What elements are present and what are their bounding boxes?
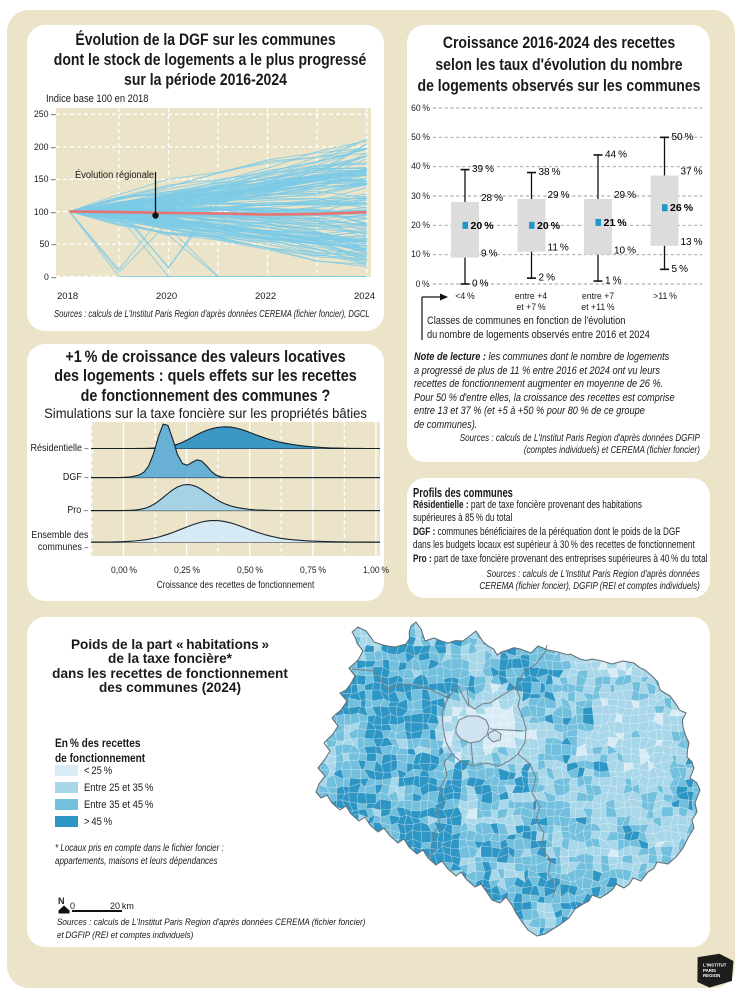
svg-text:39 %: 39 % [472, 164, 494, 175]
svg-text:5 %: 5 % [672, 264, 689, 275]
svg-text:44 %: 44 % [605, 149, 627, 160]
svg-text:REGION: REGION [703, 973, 720, 978]
svg-text:20 %: 20 % [471, 220, 495, 232]
svg-text:37 %: 37 % [681, 166, 703, 177]
svg-text:26 %: 26 % [670, 202, 694, 214]
svg-text:11 %: 11 % [548, 243, 569, 254]
svg-text:1 %: 1 % [605, 276, 622, 287]
svg-text:29 %: 29 % [548, 190, 570, 201]
svg-text:28 %: 28 % [481, 193, 503, 204]
svg-text:38 %: 38 % [539, 167, 561, 178]
svg-text:L'INSTITUT: L'INSTITUT [703, 962, 727, 967]
svg-text:13 %: 13 % [681, 237, 703, 248]
svg-text:PARIS: PARIS [703, 968, 716, 973]
svg-text:20 %: 20 % [537, 220, 561, 232]
svg-text:50 %: 50 % [672, 132, 694, 143]
svg-text:10 %: 10 % [614, 246, 636, 257]
svg-text:21 %: 21 % [604, 217, 628, 229]
svg-text:29 %: 29 % [614, 190, 636, 201]
svg-text:0 %: 0 % [472, 279, 489, 290]
svg-text:9 %: 9 % [481, 249, 498, 260]
svg-text:2 %: 2 % [539, 273, 556, 284]
